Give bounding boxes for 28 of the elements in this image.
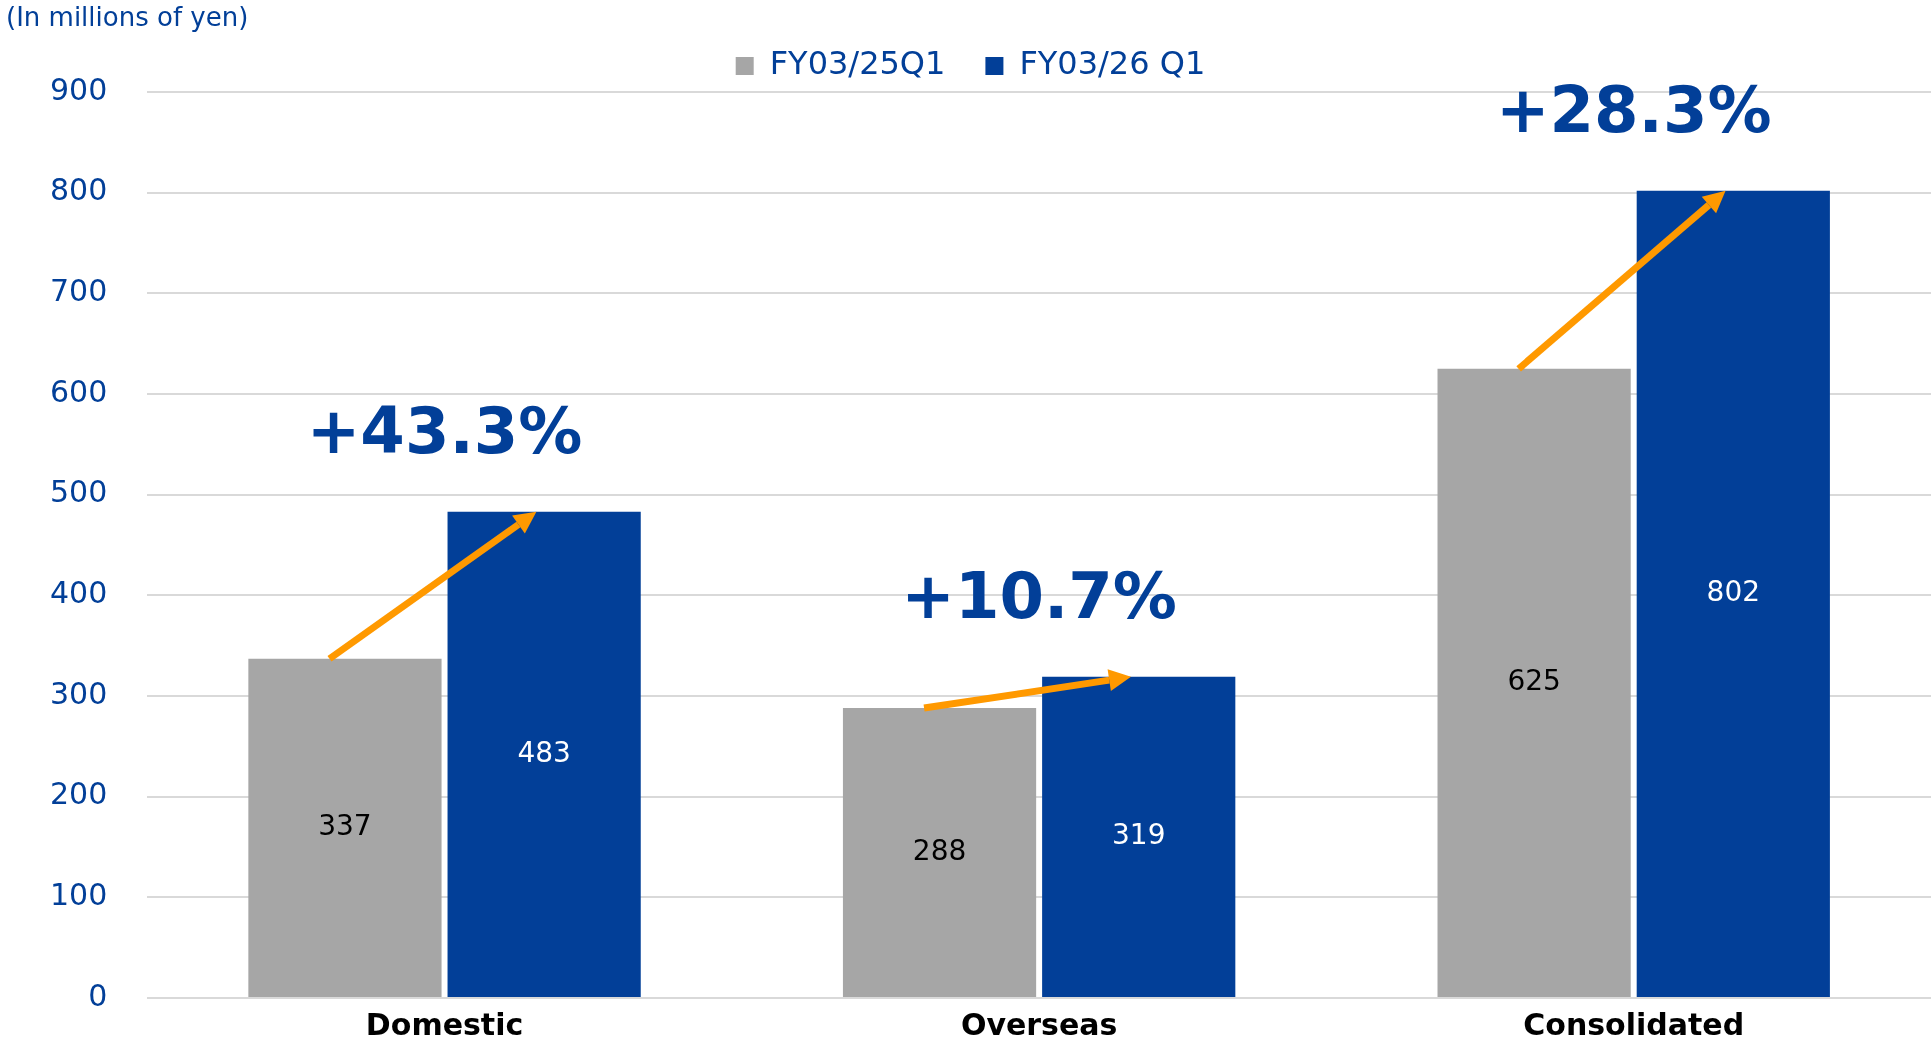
- y-tick-label: 900: [50, 71, 108, 107]
- bar: [447, 511, 641, 997]
- data-label: 802: [1706, 575, 1761, 609]
- annotation: +43.3%: [306, 394, 583, 469]
- bar: [1636, 190, 1830, 997]
- annotation: +28.3%: [1495, 73, 1772, 148]
- x-tick-label: Consolidated: [1523, 1006, 1745, 1042]
- y-tick-label: 300: [50, 675, 108, 711]
- data-label: 625: [1507, 664, 1561, 698]
- y-tick-label: 200: [50, 776, 108, 812]
- data-label: 288: [912, 833, 967, 867]
- data-label: 483: [517, 735, 571, 769]
- legend-label: FY03/25Q1: [769, 44, 946, 83]
- x-tick-label: Domestic: [365, 1006, 524, 1042]
- data-label: 337: [318, 809, 372, 843]
- x-tick-label: Overseas: [960, 1006, 1118, 1042]
- y-tick-label: 500: [50, 474, 108, 510]
- y-axis-title: (In millions of yen): [6, 1, 249, 32]
- y-tick-label: 700: [50, 273, 108, 309]
- y-tick-label: 600: [50, 373, 108, 409]
- y-tick-label: 400: [50, 575, 108, 611]
- y-tick-label: 800: [50, 172, 108, 208]
- legend-label: FY03/26 Q1: [1019, 44, 1206, 83]
- y-tick-label: 0: [88, 977, 108, 1013]
- data-label: 319: [1112, 818, 1166, 852]
- y-tick-label: 100: [50, 877, 108, 913]
- annotation: +10.7%: [901, 559, 1177, 634]
- bar: [1042, 676, 1236, 997]
